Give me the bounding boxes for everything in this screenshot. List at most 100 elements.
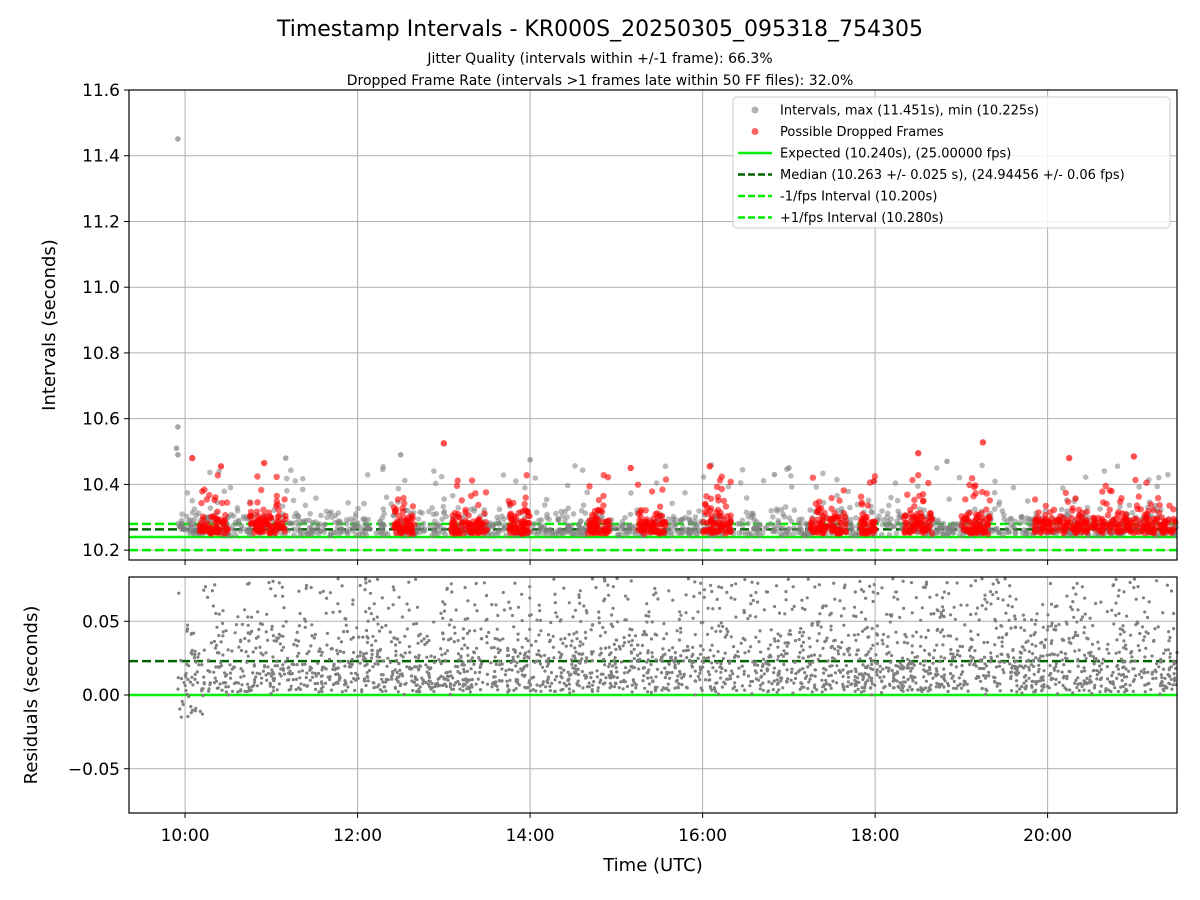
residual-point	[557, 650, 561, 654]
residual-point	[200, 663, 204, 667]
residual-point	[568, 691, 572, 695]
residual-point	[910, 666, 914, 670]
residual-point	[1023, 618, 1027, 622]
residual-point	[698, 652, 703, 656]
residual-point	[325, 643, 329, 647]
residual-point	[544, 659, 549, 664]
residual-point	[351, 635, 355, 640]
residual-point	[841, 668, 845, 672]
residual-point	[696, 674, 701, 679]
residual-point	[495, 627, 499, 631]
residual-point	[265, 612, 269, 616]
residual-point	[793, 676, 798, 681]
residual-point	[830, 664, 834, 668]
residual-point	[296, 639, 301, 643]
dropped-frame-point	[399, 508, 407, 515]
residual-point	[960, 664, 964, 668]
residual-point	[1160, 676, 1164, 680]
dropped-frame-point	[634, 526, 642, 533]
dropped-frame-point	[986, 497, 993, 504]
residual-point	[734, 582, 738, 586]
residual-point	[849, 669, 853, 673]
residual-point	[529, 613, 533, 617]
residual-point	[186, 714, 190, 719]
dropped-frame-point	[1131, 515, 1138, 523]
residual-point	[756, 663, 760, 667]
residual-point	[693, 693, 697, 697]
residual-point	[281, 645, 286, 649]
residual-point	[1009, 626, 1013, 630]
residual-point	[1112, 622, 1116, 626]
residual-point	[466, 599, 470, 603]
residual-point	[572, 632, 576, 636]
residual-point	[1041, 625, 1045, 629]
interval-point	[754, 525, 761, 531]
dropped-frame-point	[254, 499, 261, 506]
residual-point	[260, 676, 264, 680]
interval-point	[893, 530, 900, 536]
residual-point	[495, 637, 500, 641]
residual-point	[646, 676, 650, 680]
residual-point	[883, 684, 887, 689]
residual-point	[1167, 630, 1171, 634]
residual-point	[878, 675, 882, 680]
residual-point	[256, 610, 260, 614]
residual-point	[1018, 687, 1022, 691]
residual-point	[1042, 645, 1046, 650]
interval-point	[1011, 524, 1017, 531]
residual-point	[317, 690, 321, 694]
residual-point	[958, 644, 962, 649]
residual-point	[867, 675, 872, 680]
residual-point	[251, 671, 255, 675]
residual-point	[570, 662, 574, 667]
residual-point	[928, 668, 932, 672]
dropped-frame-point	[199, 513, 207, 520]
residual-point	[875, 642, 880, 646]
residual-point	[1048, 664, 1052, 668]
residual-point	[1021, 613, 1025, 617]
dropped-frame-point	[1062, 489, 1070, 497]
dropped-frame-point	[509, 516, 516, 523]
residual-point	[818, 654, 822, 658]
dropped-frame-point	[901, 512, 909, 519]
residual-point	[646, 649, 650, 653]
residual-point	[821, 646, 825, 651]
legend-label: Intervals, max (11.451s), min (10.225s)	[780, 104, 1039, 119]
interval-point	[796, 529, 802, 536]
residual-point	[621, 687, 625, 691]
interval-point	[184, 513, 190, 520]
interval-point	[228, 511, 234, 518]
residual-point	[242, 674, 246, 678]
interval-point	[243, 528, 250, 535]
residual-point	[295, 654, 299, 658]
residual-point	[1062, 663, 1066, 667]
residual-point	[394, 649, 398, 653]
residual-point	[846, 649, 850, 653]
residual-point	[329, 688, 334, 692]
residual-point	[371, 681, 375, 685]
interval-point	[888, 494, 894, 501]
residual-point	[998, 689, 1002, 693]
dropped-frame-point	[516, 529, 523, 536]
residual-point	[444, 671, 448, 675]
interval-point	[300, 475, 306, 482]
residual-point	[531, 688, 535, 692]
residual-point	[551, 634, 555, 639]
residual-point	[597, 616, 601, 620]
residual-point	[1104, 689, 1108, 693]
interval-point	[1001, 512, 1007, 518]
residual-point	[442, 677, 446, 681]
dropped-frame-point	[1050, 506, 1058, 513]
interval-point	[352, 514, 359, 520]
residual-point	[715, 661, 719, 665]
dropped-frame-point	[247, 508, 255, 516]
residual-point	[1131, 689, 1135, 694]
residual-point	[677, 682, 681, 686]
dropped-frame-point	[222, 512, 229, 519]
interval-point	[345, 500, 352, 506]
residual-point	[607, 665, 611, 669]
residual-point	[885, 652, 889, 656]
residual-point	[775, 690, 779, 694]
residual-point	[228, 663, 232, 667]
residual-point	[908, 685, 912, 689]
